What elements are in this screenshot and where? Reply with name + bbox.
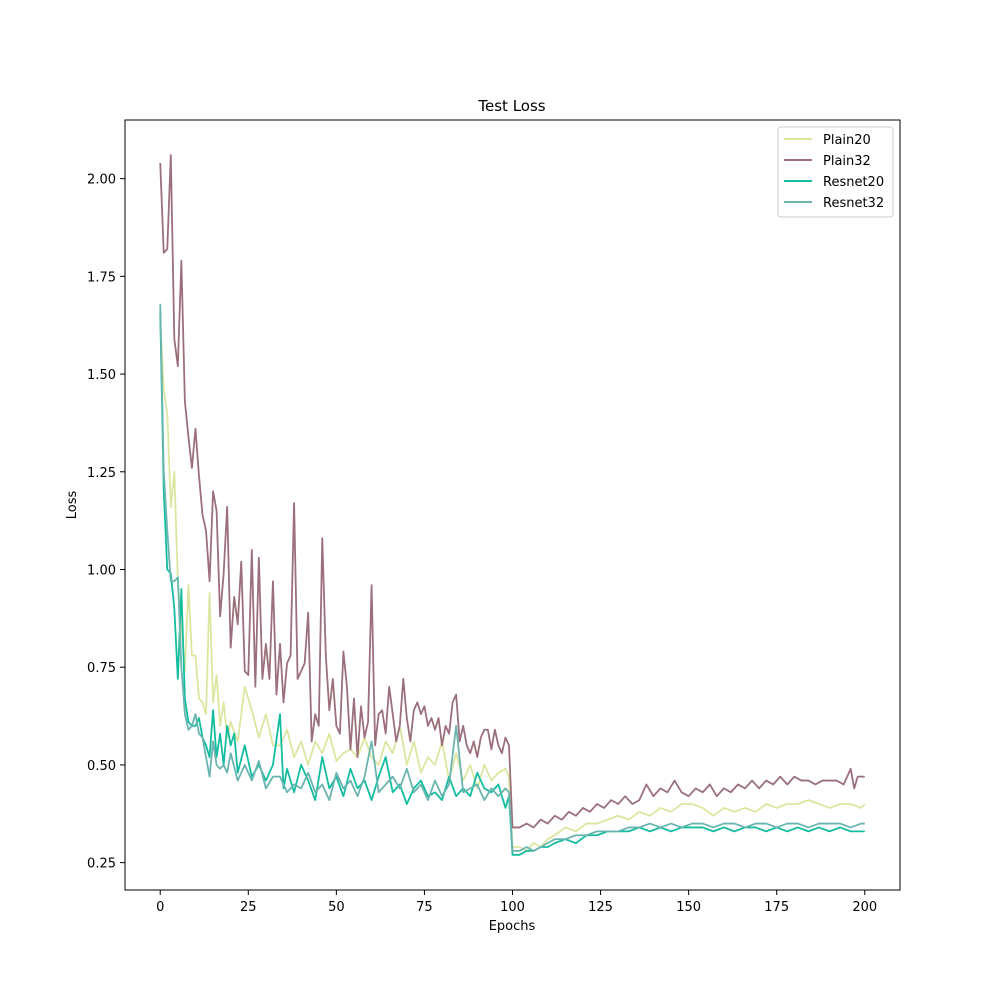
series-layer [159, 154, 866, 856]
series-line-resnet32 [159, 303, 865, 852]
x-tick-label: 200 [852, 900, 877, 915]
legend-label-resnet20: Resnet20 [823, 175, 884, 190]
x-tick-label: 25 [240, 900, 257, 915]
x-tick-label: 50 [328, 900, 345, 915]
y-tick-label: 1.25 [87, 466, 116, 481]
series-line-plain32 [159, 154, 865, 829]
axes-layer: 0 25 50 75 100 125 150 175 200 0.25 0.50 0.75 1.00 1.… [87, 119, 901, 915]
series-line-resnet20 [159, 311, 865, 856]
y-tick-label: 2.00 [87, 173, 116, 188]
x-axis-label: Epochs [489, 919, 536, 934]
y-tick-label: 0.25 [87, 857, 116, 872]
legend-label-resnet32: Resnet32 [823, 196, 884, 211]
y-tick-label: 0.50 [87, 759, 116, 774]
x-tick-label: 75 [416, 900, 433, 915]
legend: Plain20 Plain32 Resnet20 Resnet32 [777, 126, 894, 218]
y-axis-label: Loss [65, 491, 80, 520]
y-tick-label: 1.75 [87, 270, 116, 285]
y-tick-label: 1.00 [87, 563, 116, 578]
x-tick-label: 150 [676, 900, 701, 915]
y-tick-label: 0.75 [87, 661, 116, 676]
x-tick-label: 175 [764, 900, 789, 915]
legend-label-plain20: Plain20 [823, 133, 871, 148]
chart-title: Test Loss [477, 97, 545, 115]
legend-box [777, 126, 894, 218]
legend-label-plain32: Plain32 [823, 154, 871, 169]
x-tick-label: 100 [500, 900, 525, 915]
y-tick-label: 1.50 [87, 368, 116, 383]
series-line-plain20 [159, 319, 866, 852]
x-tick-label: 125 [588, 900, 613, 915]
x-tick-label: 0 [156, 900, 164, 915]
